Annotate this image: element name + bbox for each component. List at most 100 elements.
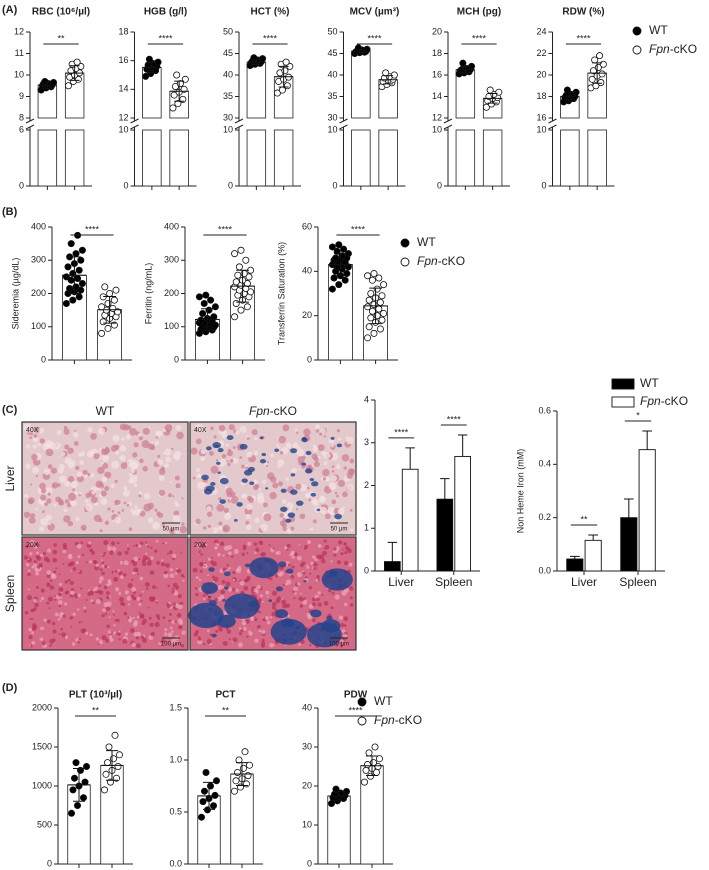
texture	[54, 598, 57, 601]
texture	[136, 572, 139, 575]
data-point	[232, 299, 240, 307]
error-bar	[230, 762, 254, 786]
texture	[139, 614, 144, 619]
texture	[298, 643, 301, 646]
axis-break	[130, 124, 139, 130]
error-bar	[351, 49, 371, 54]
texture	[155, 436, 158, 439]
texture	[33, 545, 38, 549]
texture	[99, 576, 104, 581]
texture	[232, 457, 239, 464]
texture	[134, 475, 138, 480]
data-point	[111, 731, 119, 739]
magnification: 20X	[26, 542, 39, 549]
texture	[30, 513, 36, 519]
texture	[67, 578, 71, 582]
texture	[160, 466, 165, 471]
texture	[277, 445, 281, 450]
y-tick-label: 14	[432, 91, 442, 101]
texture	[165, 562, 170, 568]
significance-label: ****	[576, 33, 591, 43]
data-point	[378, 292, 386, 300]
texture	[277, 464, 281, 468]
texture	[225, 581, 231, 587]
texture	[101, 553, 104, 556]
texture	[147, 606, 150, 609]
texture	[61, 632, 67, 638]
data-point	[99, 318, 107, 326]
error-bar	[483, 92, 502, 104]
texture	[198, 550, 201, 554]
significance-label: **	[92, 705, 100, 715]
texture	[118, 571, 123, 576]
texture	[28, 497, 35, 504]
texture	[163, 573, 169, 579]
texture	[31, 453, 38, 461]
texture	[267, 472, 275, 480]
texture	[123, 611, 128, 616]
iron-stain	[212, 442, 222, 449]
texture	[192, 476, 196, 480]
y-tick-label: 0.0	[169, 858, 182, 868]
texture	[105, 612, 108, 616]
y-tick-label: 35	[327, 91, 337, 101]
texture	[233, 548, 239, 554]
legend-marker	[611, 378, 635, 390]
texture	[312, 618, 316, 623]
texture	[58, 573, 61, 576]
data-point	[341, 276, 349, 284]
texture	[70, 499, 77, 507]
texture	[25, 463, 31, 470]
texture	[115, 587, 120, 592]
column-label: Fpn-cKO	[249, 404, 297, 418]
texture	[29, 617, 32, 621]
y-tick-label: 11	[15, 48, 24, 58]
texture	[246, 552, 249, 555]
data-point	[197, 813, 205, 821]
y-tick-label: 35	[223, 91, 233, 101]
texture	[155, 614, 160, 618]
texture	[31, 641, 36, 645]
data-point	[365, 749, 373, 757]
texture	[346, 483, 354, 492]
texture	[87, 427, 93, 433]
texture	[74, 491, 78, 495]
texture	[119, 454, 126, 462]
error-bar	[274, 65, 293, 88]
texture	[130, 594, 136, 600]
y-tick-label: 0.4	[538, 459, 551, 469]
texture	[157, 459, 164, 466]
data-point	[333, 247, 341, 255]
texture	[228, 424, 235, 431]
texture	[328, 482, 337, 491]
texture	[93, 560, 98, 565]
data-point	[368, 276, 376, 284]
row-label: Liver	[3, 465, 17, 491]
data-point	[375, 755, 383, 763]
data-point	[116, 751, 124, 759]
texture	[339, 641, 343, 645]
texture	[311, 555, 315, 559]
data-point	[69, 786, 77, 794]
texture	[325, 513, 331, 520]
texture	[316, 575, 320, 579]
texture	[176, 431, 184, 440]
texture	[141, 440, 150, 449]
texture	[271, 605, 276, 610]
texture	[83, 606, 86, 610]
texture	[138, 491, 143, 495]
data-point	[390, 71, 398, 79]
scale-label: 100 µm	[161, 642, 181, 648]
texture	[139, 458, 144, 464]
texture	[116, 618, 120, 623]
texture	[299, 604, 304, 608]
texture	[120, 602, 124, 606]
y-tick-label: 1	[364, 523, 369, 533]
texture	[217, 525, 223, 531]
data-point	[363, 761, 371, 769]
texture	[246, 524, 252, 530]
data-point	[259, 55, 267, 63]
texture	[324, 476, 330, 482]
texture	[90, 496, 98, 504]
texture	[294, 428, 298, 432]
